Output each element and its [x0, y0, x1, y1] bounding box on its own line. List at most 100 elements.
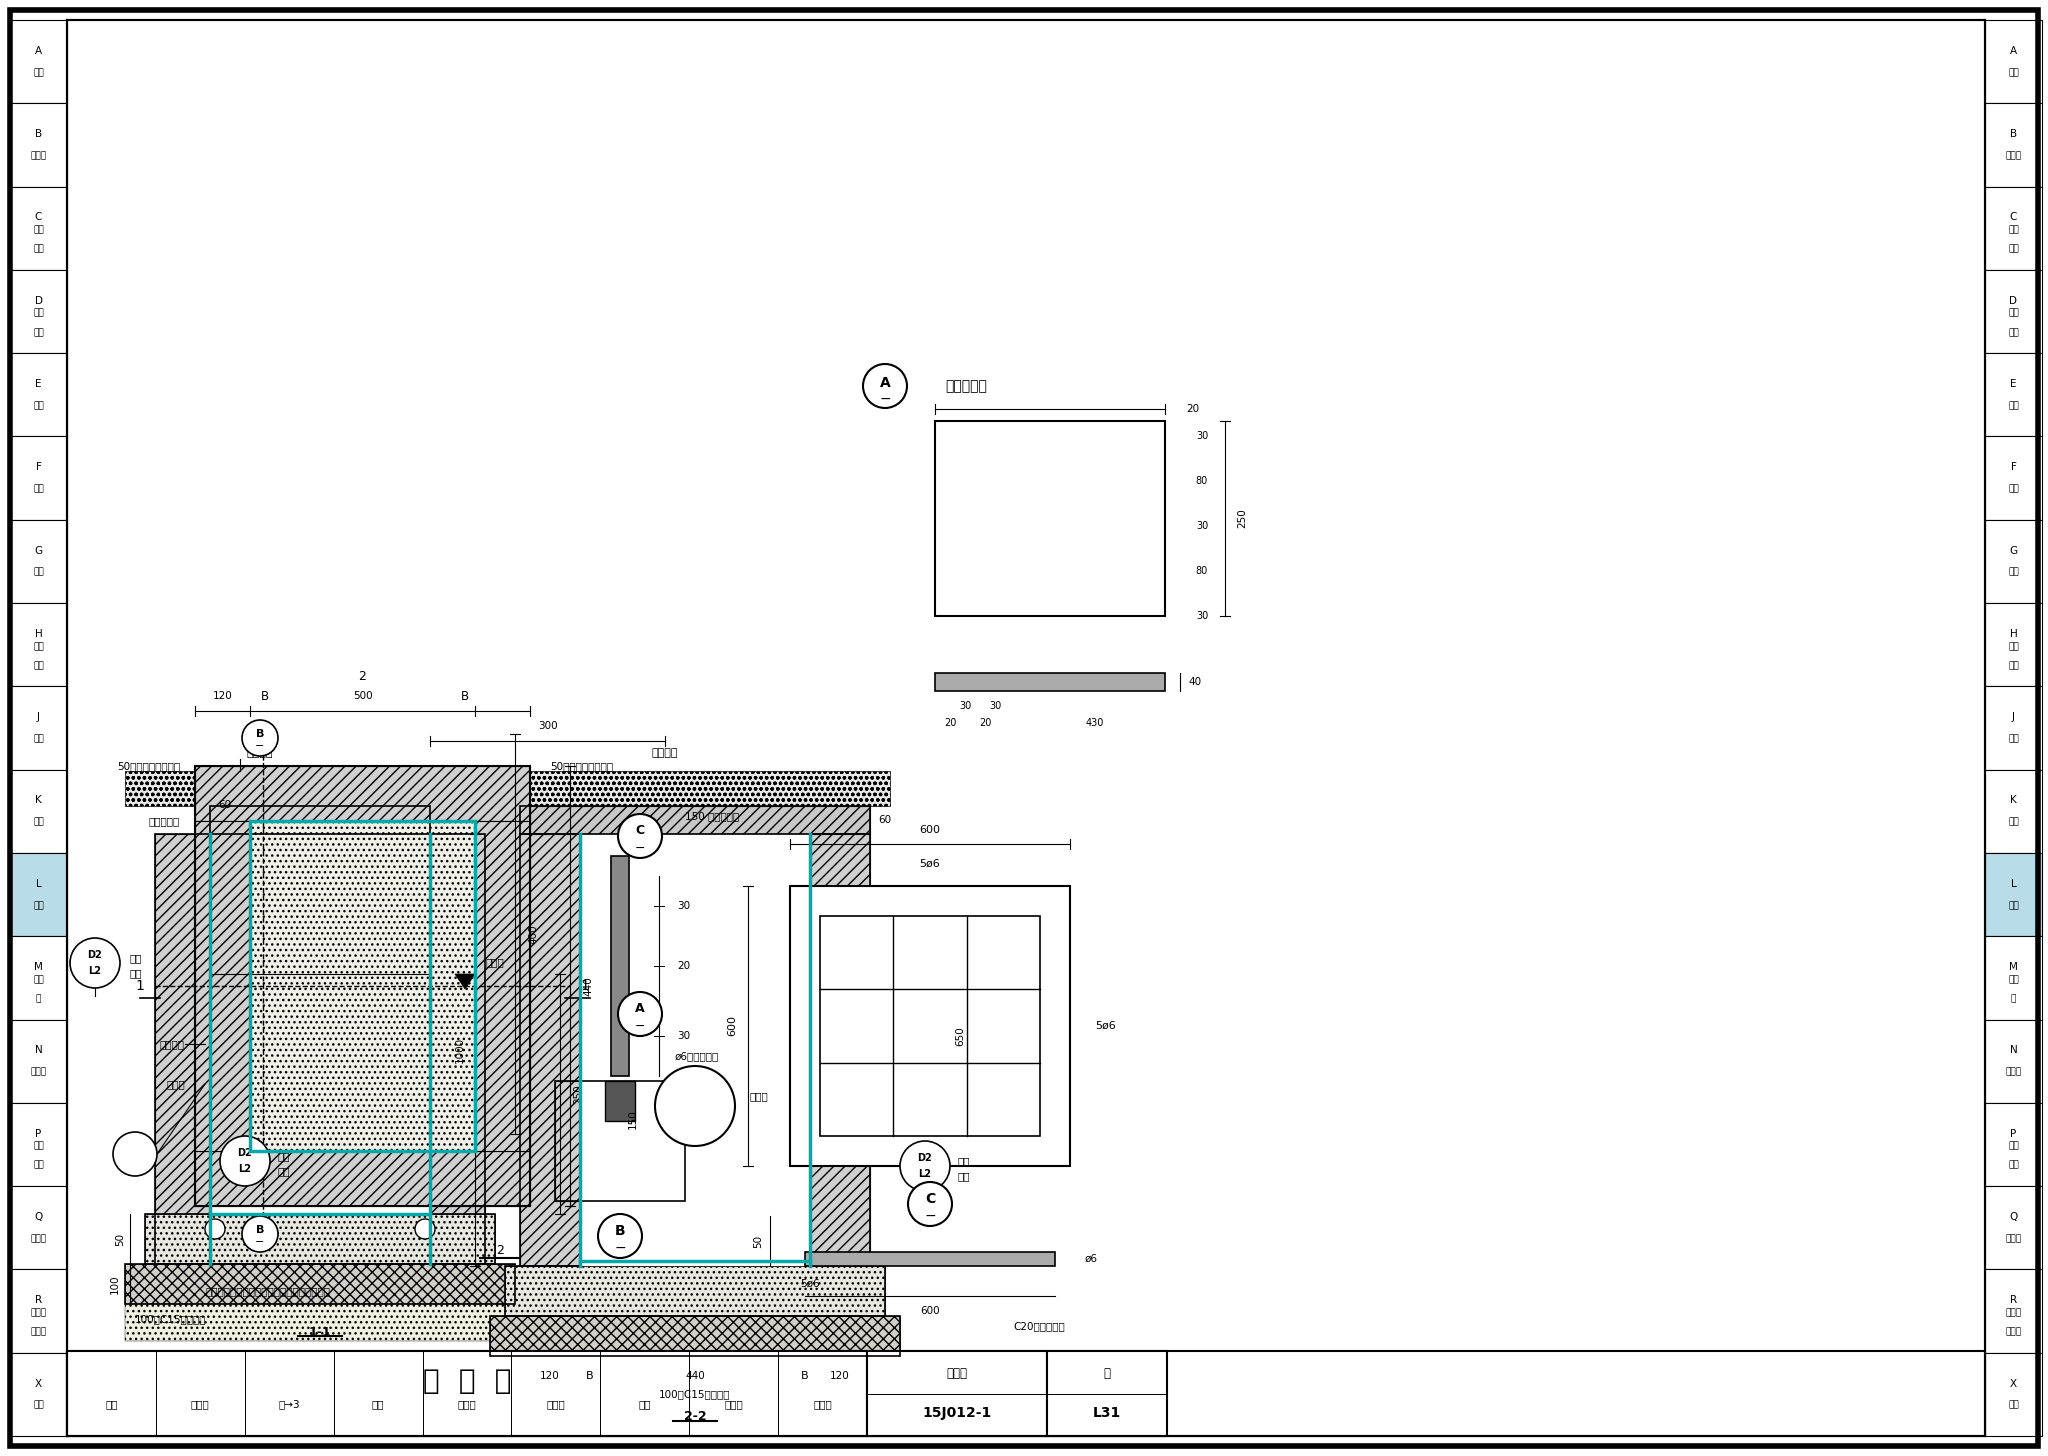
Bar: [1047, 1351, 1167, 1436]
Bar: [10, 269, 68, 354]
Text: D2: D2: [238, 1147, 252, 1158]
Text: D2: D2: [88, 949, 102, 960]
Text: 雨水生: 雨水生: [31, 1309, 47, 1318]
Bar: [10, 20, 68, 103]
Bar: [610, 856, 629, 1076]
Bar: [156, 834, 211, 1264]
Text: N: N: [2009, 1045, 2017, 1056]
Text: 景观: 景观: [2009, 976, 2019, 984]
Bar: [1985, 354, 2042, 437]
Text: 铺装: 铺装: [33, 309, 43, 317]
Text: 其他: 其他: [2009, 1142, 2019, 1150]
Bar: [520, 834, 580, 1267]
Text: 防水油膏: 防水油膏: [160, 1040, 184, 1048]
Bar: [10, 1102, 68, 1187]
Text: 附录: 附录: [2009, 1401, 2019, 1409]
Text: 景墙: 景墙: [2009, 734, 2019, 744]
Bar: [10, 686, 68, 770]
Bar: [10, 1019, 68, 1102]
Bar: [942, 590, 1157, 601]
Bar: [211, 807, 430, 834]
Text: B: B: [801, 1372, 809, 1380]
Text: 1-1: 1-1: [309, 1325, 332, 1338]
Circle shape: [242, 1216, 279, 1252]
Text: G: G: [35, 546, 43, 556]
Text: 5ø6: 5ø6: [1096, 1021, 1116, 1031]
Text: C20现浇混凝土: C20现浇混凝土: [1014, 1321, 1065, 1331]
Text: D2: D2: [918, 1153, 932, 1163]
Text: 密封膏填实: 密封膏填实: [150, 815, 180, 826]
Text: 铺装: 铺装: [33, 226, 43, 234]
Bar: [1985, 1187, 2042, 1270]
Bar: [10, 437, 68, 520]
Bar: [10, 354, 68, 437]
Bar: [942, 492, 1157, 504]
Text: A: A: [35, 45, 43, 55]
Text: 景观: 景观: [33, 976, 43, 984]
Bar: [580, 834, 811, 1267]
Circle shape: [219, 1136, 270, 1187]
Bar: [1985, 686, 2042, 770]
Text: 带水位: 带水位: [485, 957, 504, 967]
Text: 30: 30: [1196, 612, 1208, 622]
Text: A: A: [881, 376, 891, 390]
Text: 440: 440: [686, 1372, 705, 1380]
Circle shape: [205, 1219, 225, 1239]
Text: 其他: 其他: [33, 1142, 43, 1150]
Text: B: B: [260, 690, 268, 702]
Text: L2: L2: [88, 965, 102, 976]
Bar: [125, 1264, 514, 1305]
Text: 座椅凳: 座椅凳: [31, 1067, 47, 1076]
Text: P: P: [35, 1128, 41, 1139]
Text: −: −: [879, 392, 891, 406]
Text: 图集号: 图集号: [946, 1367, 967, 1380]
Circle shape: [598, 1214, 641, 1258]
Bar: [10, 1187, 68, 1270]
Text: 1000: 1000: [455, 1037, 465, 1063]
Text: 300: 300: [539, 721, 557, 731]
Bar: [1985, 936, 2042, 1019]
Text: L: L: [35, 879, 41, 888]
Bar: [485, 807, 604, 1194]
Text: R: R: [35, 1296, 43, 1305]
Text: Q: Q: [35, 1211, 43, 1222]
Text: ø6: ø6: [1085, 1254, 1098, 1264]
Bar: [1985, 269, 2042, 354]
Bar: [942, 517, 1157, 529]
Bar: [489, 1316, 899, 1356]
Text: 250: 250: [1237, 508, 1247, 529]
Text: 小品: 小品: [33, 1160, 43, 1169]
Bar: [942, 565, 1157, 577]
Text: ø6孔膨胀螺栓: ø6孔膨胀螺栓: [676, 1051, 719, 1061]
Bar: [156, 834, 211, 1264]
Text: 80: 80: [1196, 566, 1208, 577]
Text: D: D: [2009, 296, 2017, 306]
Text: B: B: [2009, 130, 2017, 140]
Text: 校对: 校对: [373, 1399, 385, 1409]
Text: 600: 600: [920, 826, 940, 834]
Text: −: −: [256, 1238, 264, 1246]
Text: C: C: [926, 1192, 936, 1206]
Text: 景墙: 景墙: [33, 734, 43, 744]
Bar: [942, 444, 1157, 456]
Text: B: B: [256, 1224, 264, 1235]
Bar: [811, 834, 870, 1267]
Text: 排盐碱: 排盐碱: [31, 1235, 47, 1243]
Bar: [195, 1152, 530, 1206]
Text: J: J: [2011, 712, 2015, 722]
Text: P: P: [2011, 1128, 2017, 1139]
Bar: [520, 807, 870, 834]
Text: −: −: [256, 741, 264, 751]
Bar: [942, 542, 1157, 553]
Bar: [10, 770, 68, 853]
Text: −: −: [614, 1241, 627, 1255]
Text: 120: 120: [541, 1372, 559, 1380]
Text: 100: 100: [111, 1274, 121, 1294]
Text: 参见: 参见: [276, 1166, 289, 1176]
Bar: [1985, 1019, 2042, 1102]
Bar: [811, 834, 870, 1267]
Text: F: F: [35, 463, 41, 472]
Text: 池壁: 池壁: [956, 1156, 969, 1166]
Bar: [604, 1080, 635, 1121]
Text: 边沟: 边沟: [33, 485, 43, 494]
